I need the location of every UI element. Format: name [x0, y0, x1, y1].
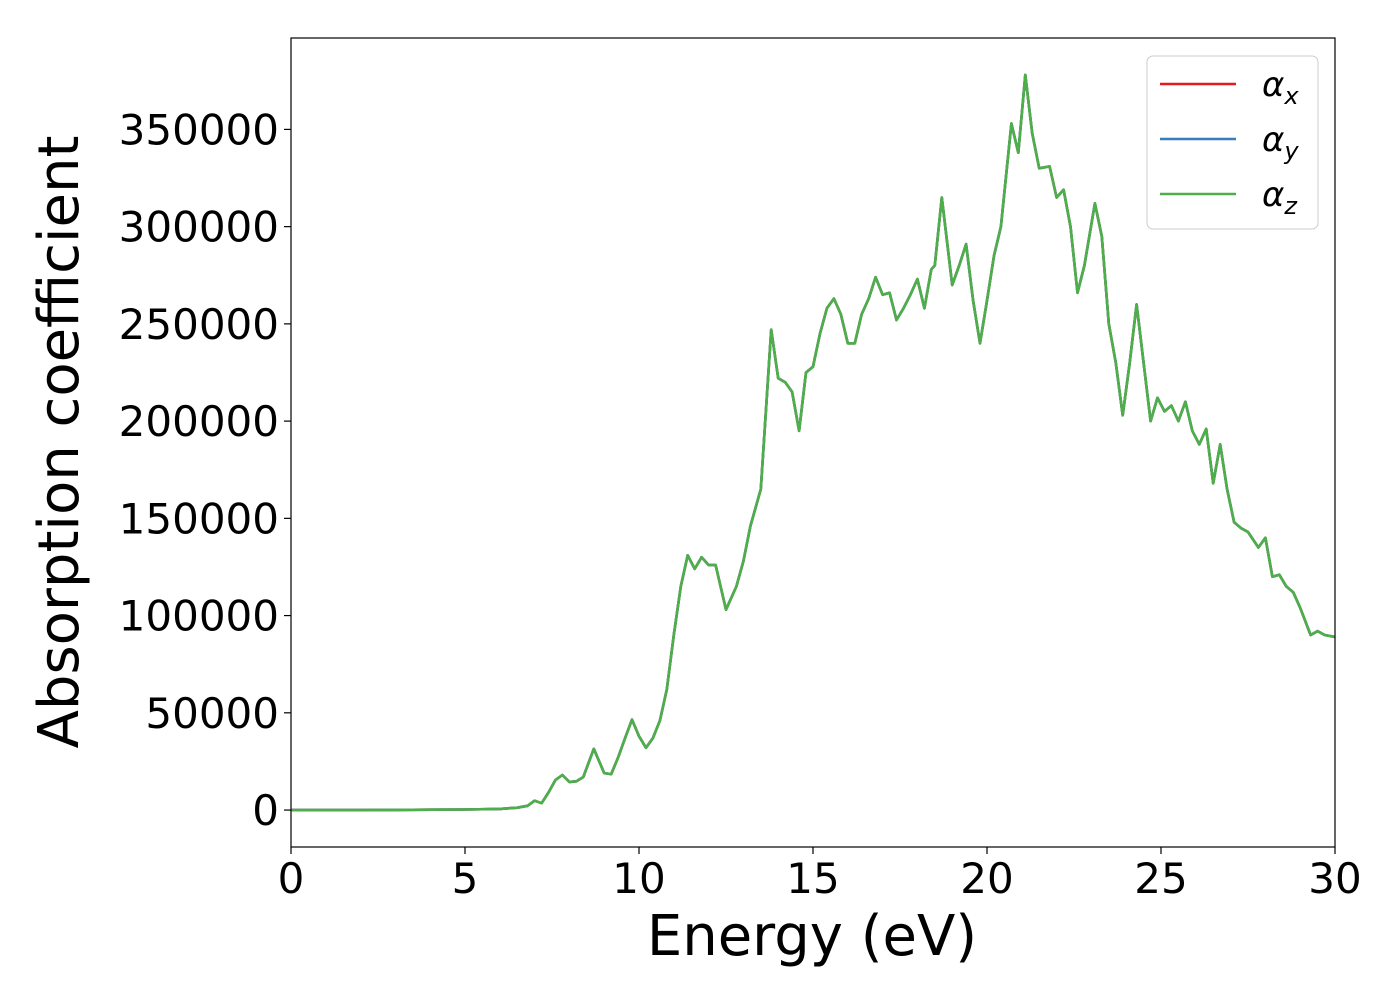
x-axis-ticks: 0 5 10 15 20 25 30 — [278, 847, 1362, 903]
x-tick-label: 10 — [612, 854, 665, 903]
y-tick-label: 150000 — [119, 494, 279, 543]
plot-frame — [290, 37, 1336, 848]
y-tick-label: 200000 — [119, 397, 279, 446]
y-tick-label: 250000 — [119, 300, 279, 349]
legend-label-x: αx — [1262, 65, 1299, 110]
y-axis-label: Absorption coefficient — [27, 136, 92, 749]
series-lines — [291, 73, 1335, 812]
legend-label-y: αy — [1262, 120, 1299, 165]
x-axis-label: Energy (eV) — [647, 904, 977, 969]
legend: αx αy αz — [1146, 55, 1319, 230]
x-tick-label: 5 — [452, 854, 479, 903]
y-tick-label: 0 — [252, 786, 279, 835]
y-tick-label: 50000 — [145, 689, 279, 738]
y-tick-label: 300000 — [119, 203, 279, 252]
series-line-z — [291, 73, 1335, 812]
legend-label-z: αz — [1262, 175, 1298, 220]
y-tick-label: 100000 — [119, 592, 279, 641]
x-tick-label: 0 — [278, 854, 305, 903]
x-tick-label: 30 — [1308, 854, 1361, 903]
x-tick-label: 15 — [786, 854, 839, 903]
y-axis-ticks: 0 50000 100000 150000 200000 250000 300000 3500… — [119, 105, 291, 835]
legend-box — [1146, 55, 1319, 230]
y-tick-label: 350000 — [119, 105, 279, 154]
x-tick-label: 25 — [1134, 854, 1187, 903]
x-tick-label: 20 — [960, 854, 1013, 903]
